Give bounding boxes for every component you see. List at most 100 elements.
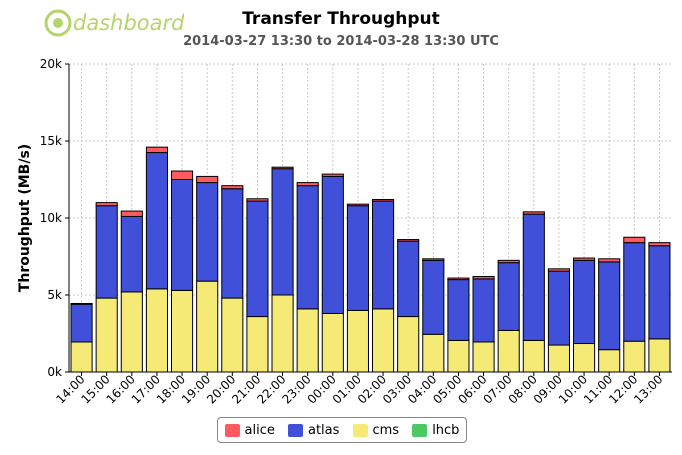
bar-alice-17:00: [145, 146, 168, 154]
bar-atlas-04:00: [422, 259, 445, 335]
legend-label-atlas: atlas: [307, 422, 340, 438]
legend-swatch-atlas: [287, 423, 303, 437]
bar-alice-23:00: [296, 182, 319, 187]
bar-atlas-23:00: [296, 185, 319, 310]
legend: alice atlas cms lhcb: [217, 417, 467, 443]
bar-atlas-03:00: [397, 240, 420, 318]
bar-cms-13:00: [648, 338, 671, 373]
bar-atlas-17:00: [145, 152, 168, 290]
bar-cms-09:00: [547, 344, 570, 373]
bar-alice-14:00: [70, 302, 93, 305]
bar-alice-15:00: [95, 202, 118, 207]
bar-atlas-13:00: [648, 245, 671, 340]
bar-alice-20:00: [221, 185, 244, 190]
bar-atlas-15:00: [95, 205, 118, 299]
bar-cms-20:00: [221, 297, 244, 373]
legend-swatch-lhcb: [412, 423, 428, 437]
dashboard-logo: dashboard: [44, 9, 184, 37]
bar-atlas-05:00: [447, 279, 470, 341]
bar-cms-16:00: [120, 291, 143, 373]
bar-cms-10:00: [573, 343, 596, 373]
bar-alice-21:00: [246, 198, 269, 202]
chart-title: Transfer Throughput: [242, 9, 440, 29]
bar-alice-11:00: [598, 258, 621, 263]
bar-atlas-19:00: [196, 182, 219, 282]
legend-label-alice: alice: [244, 422, 275, 438]
bar-cms-08:00: [522, 339, 545, 373]
y-tick-label: 0k: [47, 365, 62, 379]
bar-atlas-06:00: [472, 278, 495, 343]
bar-alice-18:00: [171, 170, 194, 180]
y-axis-label: Throughput (MB/s): [17, 144, 33, 292]
bar-atlas-00:00: [321, 175, 344, 314]
bar-atlas-07:00: [497, 262, 520, 331]
bar-atlas-21:00: [246, 200, 269, 318]
bar-atlas-12:00: [623, 242, 646, 342]
bar-alice-07:00: [497, 259, 520, 264]
bar-alice-10:00: [573, 257, 596, 261]
logo-text: dashboard: [73, 11, 184, 35]
legend-item-alice: alice: [224, 422, 275, 438]
bar-atlas-08:00: [522, 213, 545, 341]
bar-alice-06:00: [472, 276, 495, 280]
bar-atlas-22:00: [271, 168, 294, 296]
bar-cms-00:00: [321, 312, 344, 373]
bar-alice-12:00: [623, 236, 646, 244]
legend-swatch-alice: [224, 423, 240, 437]
bar-cms-22:00: [271, 294, 294, 373]
bar-cms-12:00: [623, 340, 646, 373]
bar-alice-22:00: [271, 166, 294, 170]
bar-atlas-16:00: [120, 215, 143, 293]
bar-atlas-01:00: [346, 205, 369, 311]
bar-alice-04:00: [422, 258, 445, 261]
y-tick-label: 20k: [40, 57, 62, 71]
bar-alice-01:00: [346, 203, 369, 207]
bar-cms-19:00: [196, 280, 219, 373]
legend-swatch-cms: [352, 423, 368, 437]
bar-cms-05:00: [447, 339, 470, 373]
bar-alice-13:00: [648, 242, 671, 247]
chart-subtitle: 2014-03-27 13:30 to 2014-03-28 13:30 UTC: [183, 34, 499, 49]
bar-atlas-10:00: [573, 259, 596, 345]
y-tick-label: 5k: [47, 288, 62, 302]
bar-alice-16:00: [120, 210, 143, 217]
bar-cms-15:00: [95, 297, 118, 373]
x-tick-label: 13:00: [631, 372, 665, 406]
bar-alice-00:00: [321, 173, 344, 177]
bar-atlas-11:00: [598, 261, 621, 351]
bar-cms-18:00: [171, 289, 194, 373]
bar-alice-03:00: [397, 239, 420, 242]
bar-atlas-20:00: [221, 188, 244, 299]
y-tick-label: 15k: [40, 134, 62, 148]
legend-label-lhcb: lhcb: [432, 422, 460, 438]
bar-cms-06:00: [472, 341, 495, 373]
y-tick-label: 10k: [40, 211, 62, 225]
bar-alice-08:00: [522, 211, 545, 215]
bar-alice-05:00: [447, 277, 470, 281]
y-ticks: 0k 5k 10k 15k 20k: [40, 57, 69, 379]
bars: [70, 146, 671, 373]
legend-label-cms: cms: [372, 422, 400, 438]
bar-cms-02:00: [372, 308, 395, 373]
bar-atlas-02:00: [372, 200, 395, 310]
bar-cms-11:00: [598, 349, 621, 373]
bar-cms-03:00: [397, 316, 420, 373]
bar-alice-09:00: [547, 268, 570, 272]
legend-item-atlas: atlas: [287, 422, 340, 438]
bar-alice-19:00: [196, 175, 219, 184]
bar-cms-01:00: [346, 309, 369, 373]
legend-item-cms: cms: [352, 422, 400, 438]
bar-cms-21:00: [246, 316, 269, 373]
bar-atlas-09:00: [547, 270, 570, 346]
bar-cms-23:00: [296, 308, 319, 373]
bar-cms-17:00: [145, 288, 168, 373]
x-ticks: 14:0015:0016:0017:0018:0019:0020:0021:00…: [53, 372, 666, 407]
bar-cms-04:00: [422, 333, 445, 373]
bar-cms-14:00: [70, 341, 93, 373]
bar-alice-02:00: [372, 199, 395, 202]
bar-atlas-18:00: [171, 179, 194, 291]
bar-atlas-14:00: [70, 303, 93, 343]
legend-item-lhcb: lhcb: [412, 423, 459, 438]
bar-cms-07:00: [497, 329, 520, 373]
